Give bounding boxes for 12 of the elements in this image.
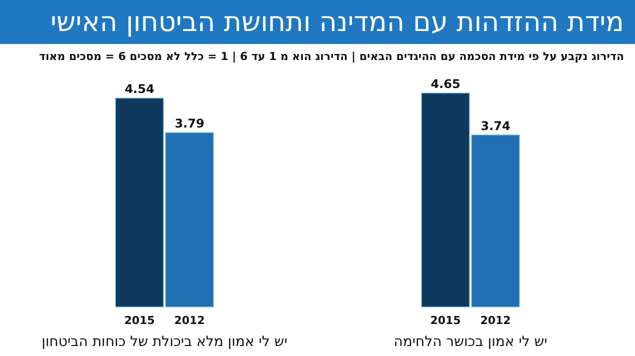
text: הדירוג נקבע על פי מידת הסכמה עם ההיגדים הבאים | הדירוג הוא מ 1 עד 6 | 1 = כלל לא מסכים 6 = מסכים מאוד [39,50,626,63]
x-axis-title: יש לי אמון מלא ביכולת של כוחות הביטחון [42,334,288,350]
x-tick-label: 2012 [480,314,511,327]
x-tick-label: 2012 [174,314,205,327]
chart-title: מידת ההזדהות עם המדינה ותחושת הביטחון האישי [50,7,624,38]
x-tick-label: 2015 [124,314,155,327]
x-tick-label: 2015 [430,314,461,327]
x-axis-title: יש לי אמון בכושר הלחימה [394,334,548,350]
data-label: 3.79 [174,116,204,131]
data-label: 4.65 [430,77,460,91]
data-label: 4.54 [124,82,154,96]
data-label: 3.74 [480,118,510,133]
